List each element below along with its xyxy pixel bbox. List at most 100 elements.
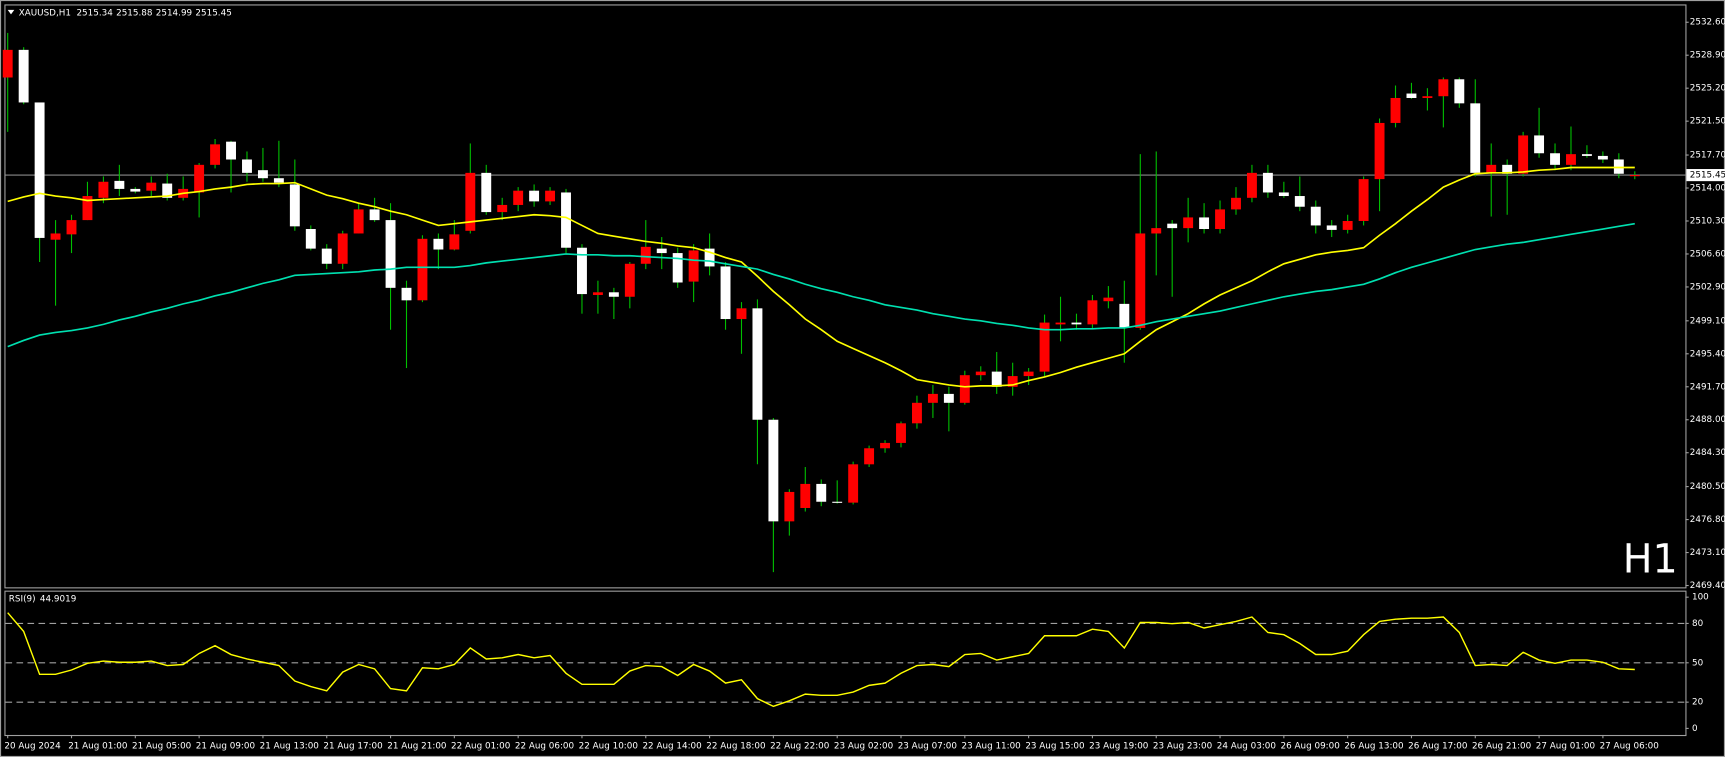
candle-body (1470, 103, 1481, 173)
candle-body (162, 183, 173, 198)
candle-body (959, 375, 970, 403)
candle-body (433, 238, 444, 250)
candle-body (1518, 135, 1529, 174)
candle-body (927, 393, 938, 403)
y-tick-label: 2532.60 (1690, 18, 1725, 28)
candle-body (1262, 172, 1273, 193)
y-tick-label: 2488.00 (1690, 415, 1725, 425)
candle-body (497, 204, 508, 213)
x-tick-label: 24 Aug 03:00 (1217, 741, 1277, 751)
x-tick-label: 27 Aug 01:00 (1536, 741, 1596, 751)
candle-body (1135, 233, 1146, 328)
candle-body (720, 266, 731, 320)
candle-body (1071, 322, 1082, 325)
candle-body (784, 491, 795, 522)
candle-body (98, 181, 109, 198)
candle-body (369, 209, 380, 221)
rsi-header: RSI(9) 44.9019 (9, 594, 77, 604)
candle-body (1502, 164, 1513, 174)
candle-body (481, 172, 492, 213)
candle-body (1231, 197, 1241, 210)
x-tick-label: 21 Aug 13:00 (260, 741, 320, 751)
candle-body (1534, 135, 1545, 154)
candle-body (1151, 228, 1162, 234)
candle-body (672, 253, 683, 283)
x-tick-label: 26 Aug 13:00 (1344, 741, 1404, 751)
candle-body (1374, 122, 1385, 180)
candle-body (1039, 322, 1050, 372)
y-tick-label: 2495.40 (1690, 349, 1725, 359)
candle-body (1087, 300, 1098, 325)
candle-body (624, 263, 635, 297)
candle-body (353, 209, 364, 234)
candle-body (768, 419, 779, 522)
header-close: 2515.45 (195, 8, 231, 18)
rsi-tick-label: 20 (1692, 698, 1704, 708)
candle-body (640, 246, 651, 264)
x-tick-label: 23 Aug 02:00 (834, 741, 894, 751)
candle-body (82, 196, 93, 221)
candle-body (848, 464, 859, 503)
x-tick-label: 22 Aug 10:00 (579, 741, 639, 751)
y-tick-label: 2469.40 (1690, 581, 1725, 591)
y-tick-label: 2510.30 (1690, 216, 1725, 226)
candle-body (50, 233, 61, 240)
candle-body (242, 159, 252, 173)
y-tick-label: 2517.70 (1690, 151, 1725, 161)
candle-body (401, 287, 412, 301)
candle-body (1326, 225, 1337, 230)
y-tick-label: 2521.50 (1690, 117, 1725, 127)
candle-body (1613, 159, 1624, 174)
candle-body (18, 49, 29, 103)
candle-body (130, 188, 141, 192)
candle-body (194, 164, 205, 193)
header: XAUUSD,H1 2515.34 2515.88 2514.99 2515.45 (19, 8, 232, 18)
header-open: 2515.34 (76, 8, 113, 18)
candle-body (1629, 175, 1640, 177)
candle-body (1422, 96, 1433, 98)
x-tick-label: 23 Aug 15:00 (1025, 741, 1085, 751)
candle-body (880, 442, 891, 449)
y-tick-label: 2491.70 (1690, 382, 1725, 392)
x-tick-label: 22 Aug 06:00 (515, 741, 575, 751)
candle-body (513, 190, 524, 205)
candle-body (896, 423, 906, 443)
timeframe-watermark: H1 (1623, 536, 1678, 582)
candle-body (1310, 206, 1321, 226)
x-tick-label: 21 Aug 01:00 (68, 741, 128, 751)
candle-body (1103, 297, 1114, 302)
candle-body (577, 247, 587, 295)
candle-body (991, 371, 1002, 387)
candle-body (1055, 322, 1066, 325)
menu-triangle[interactable] (7, 9, 15, 15)
y-tick-label: 2528.90 (1690, 51, 1725, 61)
candle-body (704, 248, 715, 267)
candle-body (1550, 153, 1560, 165)
candle-body (1199, 217, 1210, 230)
y-tick-label: 2484.30 (1690, 448, 1725, 458)
candle-body (656, 248, 667, 254)
x-tick-label: 21 Aug 05:00 (132, 741, 192, 751)
rsi-tick-label: 50 (1692, 658, 1704, 668)
candle-body (465, 172, 476, 231)
y-tick-label: 2525.20 (1690, 84, 1725, 94)
main-frame (4, 4, 1687, 589)
candle-body (608, 292, 619, 297)
candle-body (1215, 209, 1225, 230)
x-tick-label: 26 Aug 17:00 (1408, 741, 1468, 751)
candle-body (2, 49, 13, 78)
candle-body (114, 180, 125, 189)
candle-body (752, 308, 763, 420)
x-tick-label: 23 Aug 11:00 (962, 741, 1022, 751)
candle-body (943, 393, 954, 403)
candle-body (592, 292, 603, 295)
candle-body (545, 190, 556, 202)
candle-body (736, 308, 747, 320)
candle-body (1183, 217, 1194, 229)
candle-body (1438, 79, 1449, 97)
x-tick-label: 23 Aug 23:00 (1153, 741, 1213, 751)
rsi-title: RSI(9) (9, 594, 36, 604)
x-tick-label: 23 Aug 07:00 (898, 741, 958, 751)
